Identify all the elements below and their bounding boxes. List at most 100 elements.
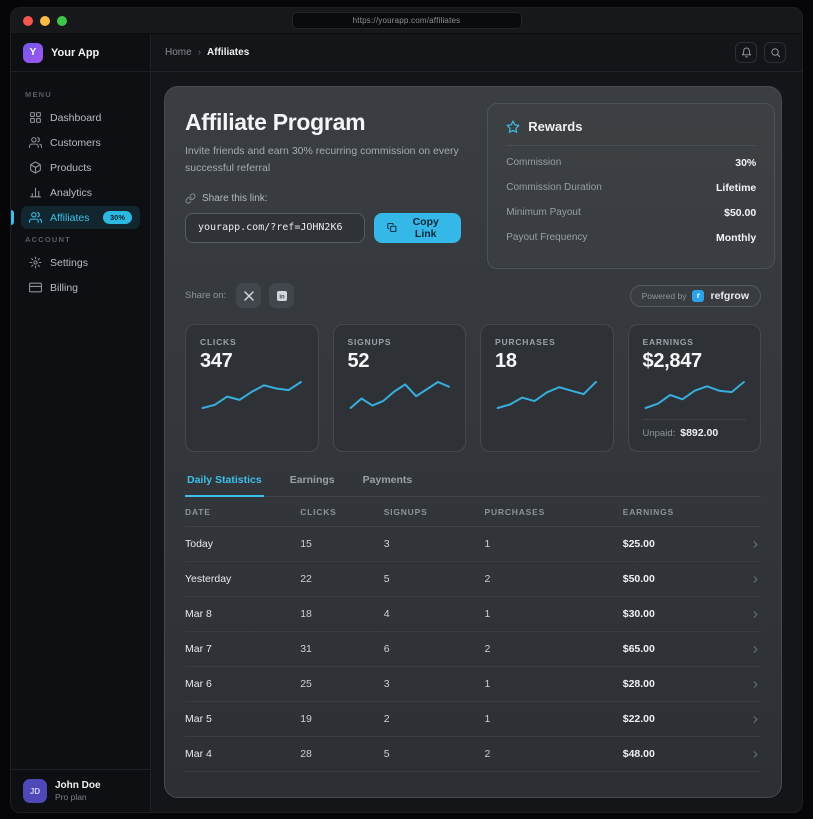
billing-icon	[29, 281, 42, 294]
products-icon	[29, 161, 42, 174]
address-bar[interactable]: https://yourapp.com/affiliates	[291, 12, 522, 29]
svg-text:in: in	[279, 294, 285, 300]
settings-icon	[29, 256, 42, 269]
window-close-button[interactable]	[23, 15, 33, 26]
tab-earnings[interactable]: Earnings	[289, 474, 335, 486]
stat-card-signups: SIGNUPS 52	[332, 324, 466, 452]
stat-card-clicks: CLICKS 347	[185, 324, 319, 452]
sidebar-item-affiliates[interactable]: Affiliates 30%	[11, 206, 140, 229]
reward-label: Commission	[506, 157, 562, 168]
user-name: John Doe	[55, 780, 101, 791]
cell-purchases: 2	[484, 748, 491, 760]
tab-payments[interactable]: Payments	[362, 474, 413, 486]
app-name: Your App	[51, 46, 100, 59]
reward-label: Payout Frequency	[506, 232, 588, 243]
rewards-title: Rewards	[528, 119, 583, 134]
refgrow-logo: r	[692, 289, 705, 302]
analytics-icon	[29, 186, 42, 199]
rewards-header: Rewards	[506, 119, 756, 134]
sidebar-item-settings[interactable]: Settings	[21, 251, 140, 274]
column-header-date: DATE	[185, 507, 211, 517]
stat-value: 347	[200, 350, 233, 372]
rewards-divider	[506, 145, 757, 146]
sidebar-item-dashboard[interactable]: Dashboard	[21, 106, 140, 129]
sidebar-nav: MENU Dashboard Customers Products Analytics A…	[11, 72, 150, 769]
sidebar: Y Your App MENU Dashboard Customers Product…	[11, 34, 151, 812]
cell-signups: 6	[383, 643, 390, 655]
unpaid-row: Unpaid: $892.00	[642, 419, 746, 439]
cell-earnings: $50.00	[622, 573, 655, 585]
share-x-button[interactable]	[236, 283, 262, 308]
user-plan: Pro plan	[55, 792, 87, 802]
reward-row: Payout Frequency Monthly	[506, 225, 756, 250]
sidebar-item-analytics[interactable]: Analytics	[21, 181, 140, 204]
sidebar-item-customers[interactable]: Customers	[21, 131, 140, 154]
powered-by-badge[interactable]: Powered by r refgrow	[629, 284, 761, 307]
sidebar-item-billing[interactable]: Billing	[21, 276, 140, 299]
sidebar-item-label: Dashboard	[50, 111, 102, 124]
stat-label: CLICKS	[200, 337, 237, 347]
sidebar-item-label: Analytics	[50, 186, 93, 199]
share-link-label-row: Share this link:	[185, 193, 461, 204]
stat-value: $2,847	[642, 350, 703, 372]
referral-link-input[interactable]	[185, 212, 366, 243]
copy-icon	[387, 222, 397, 233]
topbar: Home › Affiliates	[151, 34, 802, 72]
column-header-purchases: PURCHASES	[484, 507, 546, 517]
column-header-signups: SIGNUPS	[383, 507, 428, 517]
sidebar-item-products[interactable]: Products	[21, 156, 140, 179]
tabs: Daily Statistics Earnings Payments	[185, 470, 761, 497]
cell-date: Today	[185, 538, 214, 550]
share-linkedin-button[interactable]: in	[269, 283, 295, 308]
tab-daily-statistics[interactable]: Daily Statistics	[185, 470, 264, 497]
table-row[interactable]: Mar 6 25 3 1 $28.00	[185, 667, 761, 702]
share-link-label: Share this link:	[202, 192, 268, 204]
x-icon	[243, 290, 255, 302]
cell-clicks: 25	[300, 678, 312, 690]
reward-row: Commission 30%	[506, 150, 756, 175]
window-zoom-button[interactable]	[57, 15, 67, 26]
stat-value: 18	[495, 350, 517, 372]
linkedin-icon: in	[276, 290, 288, 302]
table-row[interactable]: Mar 4 28 5 2 $48.00	[185, 737, 761, 772]
star-icon	[506, 120, 520, 134]
sparkline-chart	[348, 379, 452, 411]
sidebar-item-label: Billing	[50, 281, 79, 294]
user-profile[interactable]: JD John Doe Pro plan	[11, 769, 150, 812]
table-row[interactable]: Today 15 3 1 $25.00	[185, 527, 761, 562]
reward-label: Minimum Payout	[506, 207, 581, 218]
table-row[interactable]: Mar 7 31 6 2 $65.00	[185, 632, 761, 667]
reward-value: Lifetime	[715, 181, 757, 194]
share-buttons-group: Share on: in	[185, 283, 295, 308]
cell-date: Mar 5	[185, 713, 212, 725]
reward-value: $50.00	[724, 206, 757, 219]
cell-purchases: 1	[484, 538, 491, 550]
notifications-button[interactable]	[735, 42, 757, 63]
table-row[interactable]: Mar 5 19 2 1 $22.00	[185, 702, 761, 737]
table-row[interactable]: Mar 8 18 4 1 $30.00	[185, 597, 761, 632]
topbar-actions	[735, 42, 786, 63]
chevron-right-icon	[750, 679, 761, 690]
cell-purchases: 2	[484, 643, 491, 655]
search-button[interactable]	[764, 42, 786, 63]
table-row[interactable]: Yesterday 22 5 2 $50.00	[185, 562, 761, 597]
sparkline-chart	[643, 379, 747, 411]
daily-statistics-table: DATE CLICKS SIGNUPS PURCHASES EARNINGS Today…	[185, 497, 761, 772]
window-minimize-button[interactable]	[40, 15, 50, 26]
cell-purchases: 1	[484, 678, 491, 690]
column-header-earnings: EARNINGS	[622, 507, 674, 517]
hero-section: Affiliate Program Invite friends and ear…	[185, 103, 776, 269]
cell-purchases: 2	[484, 573, 491, 585]
sidebar-item-label: Customers	[50, 136, 101, 149]
cell-signups: 2	[383, 713, 390, 725]
cell-clicks: 18	[300, 608, 312, 620]
window-controls	[23, 15, 143, 26]
nav-section-label: ACCOUNT	[25, 235, 71, 244]
copy-link-button[interactable]: Copy Link	[374, 212, 462, 243]
cell-earnings: $65.00	[622, 643, 655, 655]
affiliates-icon	[29, 211, 42, 224]
chevron-right-icon	[750, 644, 761, 655]
stat-value: 52	[347, 350, 370, 372]
breadcrumb-home[interactable]: Home	[165, 47, 192, 58]
cell-purchases: 1	[484, 713, 491, 725]
